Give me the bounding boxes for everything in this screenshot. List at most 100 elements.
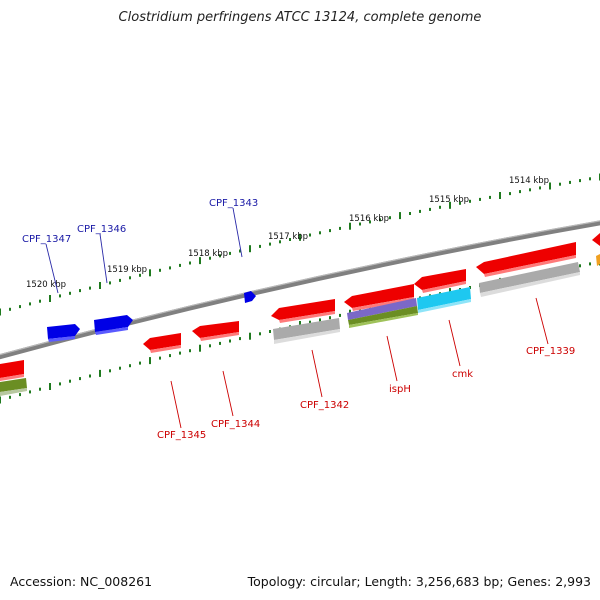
outer-scale-tick <box>239 249 241 253</box>
outer-scale-tick <box>409 212 411 215</box>
label-CPF_1345[interactable]: CPF_1345 <box>157 430 206 441</box>
gene-cmk[interactable] <box>414 269 466 293</box>
inner-scale-tick <box>199 344 201 352</box>
inner-scale-tick <box>219 341 221 345</box>
inner-scale-tick <box>169 354 171 358</box>
gene-CPF_1342[interactable] <box>271 299 335 323</box>
label-CPF_1343[interactable]: CPF_1343 <box>209 198 258 209</box>
outer-scale-tick <box>389 216 391 220</box>
outer-scale-tick <box>209 256 211 260</box>
outer-scale-tick <box>459 201 461 205</box>
gene-CPF_1344[interactable] <box>192 321 239 341</box>
label-CPF_1344[interactable]: CPF_1344 <box>211 419 260 430</box>
inner-scale-tick <box>19 393 21 397</box>
outer-scale-tick <box>359 222 361 226</box>
inner-scale-tick <box>179 351 181 355</box>
label-ispH[interactable]: ispH <box>389 384 411 395</box>
outer-scale-tick <box>269 242 271 246</box>
gene-CPF_1346[interactable] <box>94 315 133 335</box>
inner-scale-tick <box>109 369 111 373</box>
outer-scale-tick <box>549 182 551 190</box>
outer-scale-tick <box>229 251 231 255</box>
label-CPF_1342[interactable]: CPF_1342 <box>300 400 349 411</box>
label-CPF_1347[interactable]: CPF_1347 <box>22 234 71 245</box>
outer-scale-tick <box>469 199 471 203</box>
feature-purple <box>347 298 417 320</box>
outer-scale-tick <box>339 226 341 230</box>
inner-scale-tick <box>579 264 581 268</box>
inner-scale-tick <box>39 387 41 391</box>
outer-scale-tick <box>559 182 561 186</box>
outer-scale-tick <box>369 220 371 224</box>
scale-label-1517: 1517 kbp <box>268 232 308 242</box>
scale-label-1518: 1518 kbp <box>188 249 228 259</box>
inner-scale-tick <box>9 395 11 399</box>
inner-scale-tick <box>79 377 81 381</box>
outer-scale-tick <box>219 254 221 258</box>
outer-scale-tick <box>149 269 151 277</box>
label-CPF_1339[interactable]: CPF_1339 <box>526 346 575 357</box>
scale-label-1516: 1516 kbp <box>349 214 389 224</box>
gene-CPF_1347[interactable] <box>47 324 80 342</box>
inner-scale-tick <box>189 349 191 353</box>
forward-label-leaders <box>45 207 243 294</box>
feature-olive-1 <box>348 306 418 328</box>
outer-scale-tick <box>9 307 11 311</box>
label-CPF_1346[interactable]: CPF_1346 <box>77 224 126 235</box>
gene-CPF_1343[interactable] <box>244 291 256 303</box>
label-cmk[interactable]: cmk <box>452 369 473 380</box>
outer-scale-tick <box>259 244 261 248</box>
outer-scale-tick <box>89 286 91 290</box>
outer-scale-tick <box>19 305 21 309</box>
inner-scale-tick <box>339 313 341 317</box>
feature-gray-2 <box>479 262 580 297</box>
outer-scale-tick <box>479 197 481 201</box>
outer-scale-tick <box>109 281 111 285</box>
outer-scale-tick <box>29 302 31 306</box>
inner-scale-tick <box>239 337 241 341</box>
outer-scale-tick <box>179 263 181 267</box>
inner-scale-tick <box>49 383 51 390</box>
outer-scale-tick <box>189 261 191 265</box>
outer-scale-tick <box>279 240 281 244</box>
outer-scale-tick <box>449 201 451 209</box>
inner-scale-tick <box>89 374 91 378</box>
feature-gray-1 <box>273 318 340 344</box>
scale-label-1520: 1520 kbp <box>26 280 66 290</box>
outer-scale-ticks <box>0 173 600 316</box>
outer-scale-tick <box>69 291 71 295</box>
inner-scale-tick <box>209 344 211 348</box>
inner-scale-tick <box>139 361 141 365</box>
outer-scale-tick <box>249 245 251 253</box>
outer-scale-tick <box>439 205 441 209</box>
outer-scale-tick <box>49 295 51 302</box>
scale-label-1515: 1515 kbp <box>429 195 469 205</box>
scale-label-1519: 1519 kbp <box>107 265 147 275</box>
gene-ispH[interactable] <box>344 284 414 311</box>
inner-scale-tick <box>589 262 591 266</box>
outer-scale-tick <box>199 257 201 265</box>
accession-text: Accession: NC_008261 <box>10 574 153 589</box>
inner-scale-tick <box>259 332 261 336</box>
inner-scale-tick <box>309 320 311 324</box>
gene-partial-right <box>592 233 600 246</box>
outer-scale-tick <box>509 192 511 196</box>
outer-scale-tick <box>309 233 311 237</box>
inner-scale-tick <box>119 366 121 370</box>
outer-scale-tick <box>329 229 331 233</box>
inner-scale-tick <box>149 357 151 365</box>
outer-scale-tick <box>319 231 321 235</box>
outer-scale-tick <box>99 282 101 289</box>
inner-scale-tick <box>129 364 131 368</box>
genome-title: Clostridium perfringens ATCC 13124, comp… <box>118 10 482 25</box>
outer-scale-tick <box>299 233 301 241</box>
inner-scale-tick <box>0 396 1 404</box>
feature-orange-partial <box>596 254 600 266</box>
gene-CPF_1339[interactable] <box>476 242 576 277</box>
inner-scale-tick <box>99 369 101 377</box>
gene-partial-left <box>0 360 24 381</box>
reverse-label-leaders <box>170 297 549 429</box>
gene-CPF_1345[interactable] <box>143 333 181 353</box>
